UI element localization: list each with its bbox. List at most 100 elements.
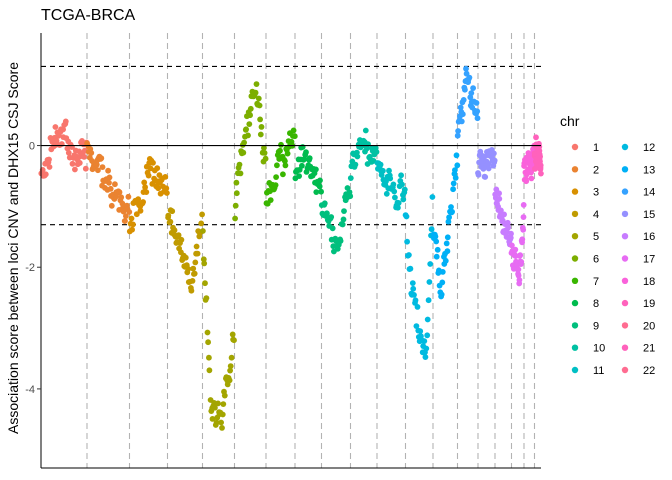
point-chr-16 — [498, 207, 504, 214]
legend-label-chr-2: 2 — [593, 164, 599, 176]
point-chr-12 — [427, 261, 434, 267]
point-chr-6 — [255, 95, 262, 102]
point-chr-8 — [299, 162, 305, 169]
point-chr-2 — [108, 202, 115, 209]
point-chr-6 — [232, 202, 239, 209]
point-chr-17 — [517, 252, 524, 259]
series-chr-12 — [402, 194, 436, 360]
point-chr-13 — [446, 214, 452, 221]
point-chr-10 — [362, 127, 369, 134]
point-chr-5 — [221, 392, 228, 399]
point-chr-12 — [417, 328, 424, 335]
point-chr-9 — [324, 210, 330, 217]
point-chr-5 — [229, 331, 236, 338]
legend-key-chr-6 — [571, 255, 579, 262]
point-chr-10 — [364, 145, 370, 152]
point-chr-5 — [206, 354, 212, 361]
point-chr-13 — [452, 167, 458, 174]
point-chr-11 — [399, 181, 405, 188]
series-chr-9 — [318, 185, 354, 255]
point-chr-5 — [219, 411, 226, 418]
point-chr-2 — [116, 189, 123, 196]
point-chr-12 — [425, 297, 432, 304]
legend-label-chr-14: 14 — [643, 187, 655, 199]
point-chr-7 — [273, 174, 279, 181]
point-chr-6 — [256, 102, 263, 109]
series-chr-7 — [263, 127, 298, 207]
point-chr-12 — [428, 226, 435, 233]
legend-label-chr-6: 6 — [593, 254, 599, 266]
point-chr-9 — [347, 193, 354, 200]
point-chr-4 — [178, 236, 185, 243]
point-chr-4 — [182, 254, 189, 261]
point-chr-4 — [175, 232, 182, 239]
point-chr-2 — [122, 218, 128, 224]
point-chr-11 — [398, 172, 404, 179]
point-chr-6 — [252, 89, 259, 96]
point-chr-5 — [219, 425, 225, 431]
point-chr-4 — [191, 270, 198, 277]
point-chr-13 — [444, 234, 451, 241]
point-chr-14 — [462, 86, 468, 93]
point-chr-4 — [193, 243, 200, 250]
point-chr-17 — [515, 266, 522, 273]
point-chr-3 — [163, 185, 170, 192]
plot-area: 0 -2 -4 — [25, 33, 544, 469]
point-chr-3 — [128, 215, 135, 222]
point-chr-8 — [313, 189, 320, 196]
point-chr-3 — [135, 196, 142, 203]
series-chr-13 — [430, 152, 461, 300]
point-chr-2 — [99, 164, 106, 171]
point-chr-6 — [237, 170, 244, 177]
legend-label-chr-18: 18 — [643, 276, 655, 288]
legend-label-chr-13: 13 — [643, 164, 655, 176]
point-chr-5 — [201, 260, 208, 267]
point-chr-3 — [137, 207, 144, 214]
point-chr-12 — [414, 304, 421, 310]
point-chr-2 — [119, 200, 126, 207]
point-chr-13 — [449, 208, 455, 215]
point-chr-2 — [106, 174, 113, 181]
point-chr-5 — [220, 401, 227, 407]
legend-key-chr-13 — [621, 166, 629, 173]
point-chr-4 — [185, 266, 192, 272]
point-chr-11 — [386, 167, 392, 174]
point-chr-6 — [233, 179, 240, 186]
point-chr-5 — [203, 295, 210, 301]
point-chr-17 — [519, 236, 526, 243]
series-chr-19 — [531, 134, 544, 177]
point-chr-3 — [145, 172, 152, 179]
point-chr-8 — [306, 155, 313, 162]
point-chr-17 — [512, 253, 519, 259]
series-chr-4 — [165, 207, 206, 294]
legend-key-chr-17 — [621, 255, 629, 262]
legend-key-chr-9 — [571, 322, 579, 329]
point-chr-3 — [150, 159, 156, 166]
point-chr-13 — [443, 240, 450, 247]
point-chr-15 — [485, 165, 492, 172]
point-chr-8 — [318, 188, 324, 195]
series-chr-14 — [454, 65, 481, 139]
point-chr-6 — [233, 190, 240, 197]
point-chr-4 — [189, 278, 196, 284]
point-chr-11 — [395, 204, 401, 211]
point-chr-3 — [162, 174, 169, 180]
point-chr-13 — [444, 248, 451, 255]
point-chr-12 — [422, 354, 429, 360]
point-chr-5 — [228, 354, 235, 361]
y-tick-label: -4 — [25, 384, 35, 396]
point-chr-12 — [413, 323, 420, 329]
point-chr-13 — [439, 279, 446, 286]
point-chr-19 — [537, 153, 543, 160]
point-chr-6 — [240, 149, 247, 156]
point-chr-7 — [291, 133, 298, 140]
point-chr-17 — [520, 202, 527, 208]
point-chr-10 — [354, 153, 361, 160]
point-chr-7 — [282, 158, 288, 165]
legend-key-chr-22 — [621, 366, 629, 374]
point-chr-5 — [206, 367, 213, 374]
series-chr-2 — [84, 140, 133, 224]
legend-key-chr-19 — [621, 299, 629, 307]
point-chr-3 — [140, 199, 147, 205]
